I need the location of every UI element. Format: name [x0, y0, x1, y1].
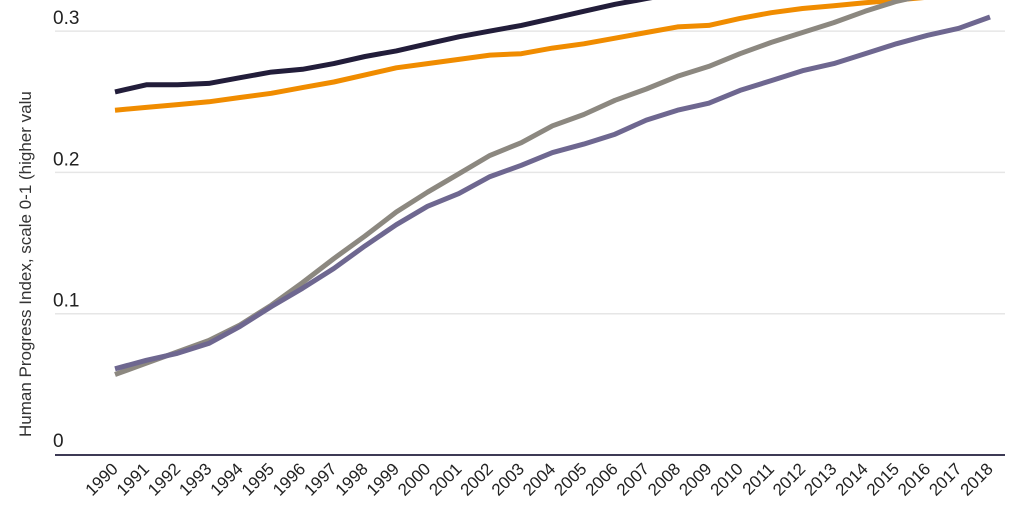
- x-tick-label: 2013: [800, 459, 840, 499]
- x-tick-label: 2008: [644, 459, 684, 499]
- x-tick-labels: 1990199119921993199419951996199719981999…: [82, 459, 997, 499]
- series-line: [114, 14, 991, 372]
- x-tick-label: 1991: [113, 459, 153, 499]
- x-tick-label: 2012: [769, 459, 809, 499]
- x-tick-label: 1998: [332, 459, 372, 499]
- x-tick-label: 1999: [363, 459, 403, 499]
- x-tick-label: 2000: [394, 459, 434, 499]
- y-tick-labels: 0 0.1 0.2 0.3: [53, 8, 79, 452]
- x-tick-label: 2003: [488, 459, 528, 499]
- x-tick-label: 2018: [957, 459, 997, 499]
- series-line: [114, 0, 925, 113]
- x-tick-label: 2002: [457, 459, 497, 499]
- series-lines: [114, 0, 991, 377]
- series-line: [114, 0, 653, 95]
- x-tick-label: 2006: [582, 459, 622, 499]
- x-tick-label: 1990: [82, 459, 122, 499]
- x-tick-label: 2001: [425, 459, 465, 499]
- y-tick-label: 0.2: [53, 149, 79, 170]
- x-tick-label: 2011: [739, 459, 778, 498]
- x-tick-label: 2007: [613, 459, 653, 499]
- x-tick-label: 2009: [675, 459, 715, 499]
- y-axis-label: Human Progress Index, scale 0-1 (higher …: [16, 91, 35, 437]
- x-tick-label: 1995: [238, 459, 278, 499]
- y-tick-label: 0: [53, 431, 64, 452]
- x-tick-label: 2016: [894, 459, 934, 499]
- x-tick-label: 2014: [832, 459, 872, 499]
- x-tick-label: 1993: [175, 459, 215, 499]
- x-tick-label: 2015: [863, 459, 903, 499]
- x-tick-label: 1997: [300, 459, 340, 499]
- x-tick-label: 2004: [519, 459, 559, 499]
- x-tick-label: 2005: [550, 459, 590, 499]
- y-tick-label: 0.1: [53, 291, 79, 312]
- y-tick-label: 0.3: [53, 8, 79, 29]
- x-tick-label: 1994: [207, 459, 247, 499]
- x-tick-label: 1996: [269, 459, 309, 499]
- gridlines: [55, 30, 1005, 315]
- x-tick-label: 2010: [707, 459, 747, 499]
- x-tick-label: 1992: [144, 459, 184, 499]
- x-tick-label: 2017: [925, 459, 965, 499]
